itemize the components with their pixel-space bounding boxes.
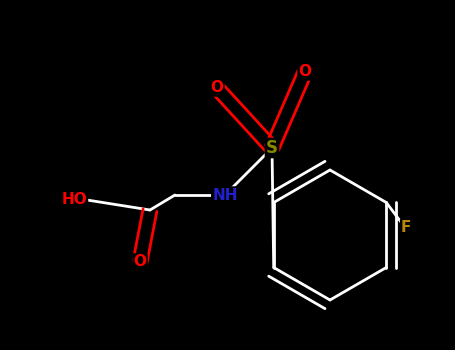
Text: O: O (298, 64, 312, 79)
Text: O: O (133, 254, 147, 270)
Text: F: F (401, 220, 411, 235)
Text: O: O (211, 80, 223, 96)
Text: NH: NH (212, 188, 238, 203)
Text: S: S (266, 139, 278, 157)
Text: HO: HO (61, 193, 87, 208)
